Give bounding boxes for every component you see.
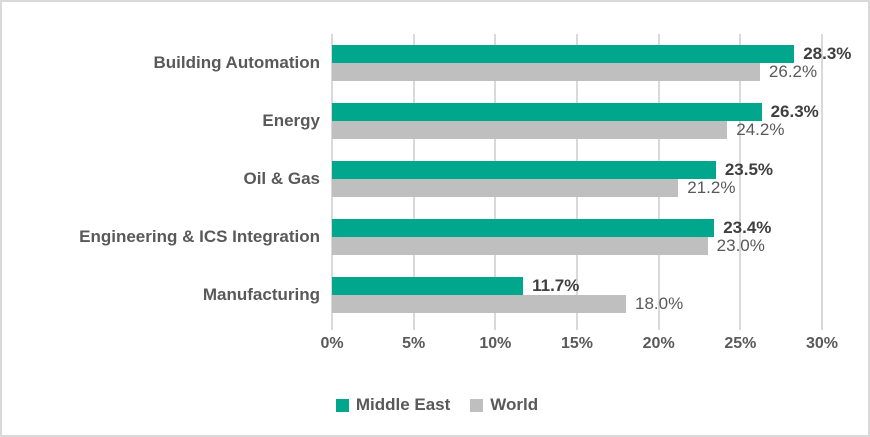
data-label-middle-east-manufacturing: 11.7% <box>532 276 580 295</box>
x-tick-label-20: 20% <box>642 335 675 352</box>
data-label-middle-east-building-automation: 28.3% <box>803 44 852 63</box>
data-label-middle-east-engineering-ics-integration: 23.4% <box>723 218 772 237</box>
legend-swatch-world <box>470 398 484 412</box>
data-label-middle-east-oil-gas: 23.5% <box>724 160 774 179</box>
x-axis: 0% 5% 10% 15% 20% 25% 30% <box>2 335 868 357</box>
legend: Middle East World <box>2 393 868 417</box>
category-label-building-automation: Building Automation <box>153 53 320 72</box>
bar-world-oil-gas <box>332 179 679 197</box>
data-label-middle-east-energy: 26.3% <box>770 102 819 121</box>
bar-middle-east-energy <box>332 103 762 121</box>
category-label-oil-gas: Oil & Gas <box>243 169 320 188</box>
bar-middle-east-manufacturing <box>332 277 524 295</box>
data-label-world-oil-gas: 21.2% <box>687 178 736 197</box>
x-tick-label-5: 5% <box>402 335 426 352</box>
x-tick-label-10: 10% <box>479 335 512 352</box>
data-label-world-engineering-ics-integration: 23.0% <box>716 236 765 255</box>
data-label-world-building-automation: 26.2% <box>768 62 818 81</box>
gridline-30 <box>821 34 823 330</box>
legend-item-middle-east: Middle East <box>335 395 451 415</box>
category-axis: Building Automation Energy Oil & Gas Engine… <box>2 34 320 324</box>
legend-label-middle-east: Middle East <box>355 395 451 414</box>
plot-area: 28.3% 26.2% 26.3% 24.2% 23.5% 21.2% 23.4% 23.0%… <box>331 34 851 330</box>
x-tick-label-25: 25% <box>724 335 757 352</box>
bar-world-building-automation <box>332 63 760 81</box>
bar-middle-east-building-automation <box>332 45 795 63</box>
legend-label-world: World <box>490 395 539 414</box>
x-tick-label-15: 15% <box>560 335 594 352</box>
category-label-manufacturing: Manufacturing <box>202 285 320 304</box>
bar-middle-east-oil-gas <box>332 161 716 179</box>
data-label-world-manufacturing: 18.0% <box>635 294 684 313</box>
gridline-25 <box>739 34 742 330</box>
legend-item-world: World <box>470 395 538 415</box>
category-label-energy: Energy <box>262 111 320 130</box>
x-tick-label-0: 0% <box>320 335 344 352</box>
bar-middle-east-engineering-ics-integration <box>332 219 715 237</box>
bar-world-energy <box>332 121 728 139</box>
category-label-engineering-ics-integration: Engineering & ICS Integration <box>79 227 320 246</box>
bar-world-manufacturing <box>332 295 626 313</box>
bar-world-engineering-ics-integration <box>332 237 708 255</box>
legend-swatch-middle-east <box>335 398 349 412</box>
x-tick-label-30: 30% <box>805 335 839 352</box>
data-label-world-energy: 24.2% <box>736 120 785 139</box>
